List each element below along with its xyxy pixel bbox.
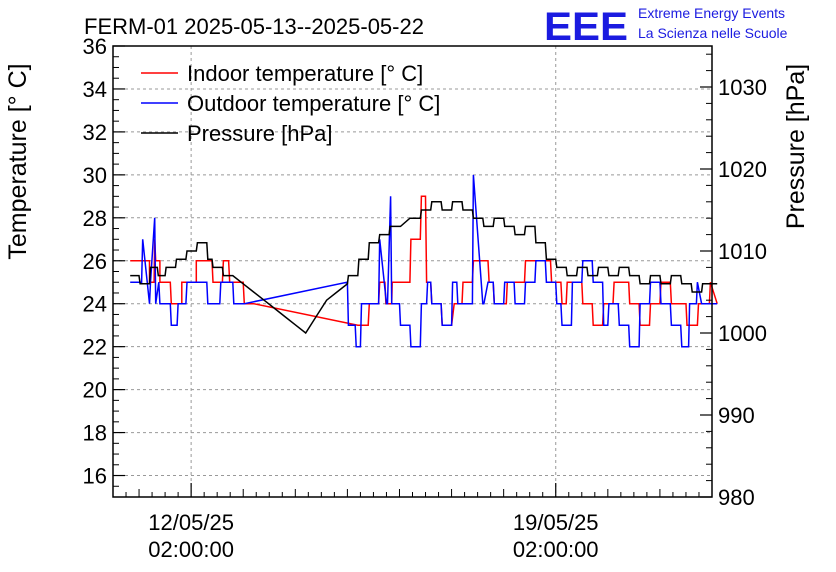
y2-tick-label: 1020 [718,157,767,182]
y-tick-label: 34 [83,77,107,102]
legend-label: Outdoor temperature [° C] [187,91,440,116]
series-line-2 [130,201,718,335]
y-tick-label: 20 [83,378,107,403]
y2-tick-label: 1030 [718,75,767,100]
y-tick-label: 16 [83,464,107,489]
series-line-1 [130,174,718,348]
brand-line-1: Extreme Energy Events [638,5,785,21]
legend-label: Pressure [hPa] [187,121,333,146]
y-axis-left: 16 18 20 22 24 26 28 30 32 34 36 [83,34,125,498]
eee-logo-text: EEE [544,5,628,49]
y-tick-label: 32 [83,120,107,145]
x-tick-date: 19/05/25 [513,510,599,535]
x-tick-time: 02:00:00 [513,537,599,562]
chart-title: FERM-01 2025-05-13--2025-05-22 [84,14,424,39]
legend-label: Indoor temperature [° C] [187,61,423,86]
y-axis-right: 980 990 1000 1010 1020 1030 [700,53,767,510]
y-tick-label: 24 [83,292,107,317]
x-tick-time: 02:00:00 [148,537,234,562]
y2-tick-label: 980 [718,485,755,510]
legend: Indoor temperature [° C] Outdoor temperat… [141,61,440,146]
y2-axis-label: Pressure [hPa] [782,64,810,229]
y-tick-label: 26 [83,249,107,274]
plot-series [130,174,718,348]
x-tick-date: 12/05/25 [148,510,234,535]
brand-line-2: La Scienza nelle Scuole [638,25,788,41]
y2-tick-label: 1010 [718,239,767,264]
y-tick-label: 18 [83,421,107,446]
y-axis-label: Temperature [° C] [4,63,32,259]
y-tick-label: 30 [83,163,107,188]
y2-tick-label: 990 [718,403,755,428]
y-tick-label: 22 [83,335,107,360]
y-tick-label: 36 [83,34,107,59]
y2-tick-label: 1000 [718,321,767,346]
y-tick-label: 28 [83,206,107,231]
